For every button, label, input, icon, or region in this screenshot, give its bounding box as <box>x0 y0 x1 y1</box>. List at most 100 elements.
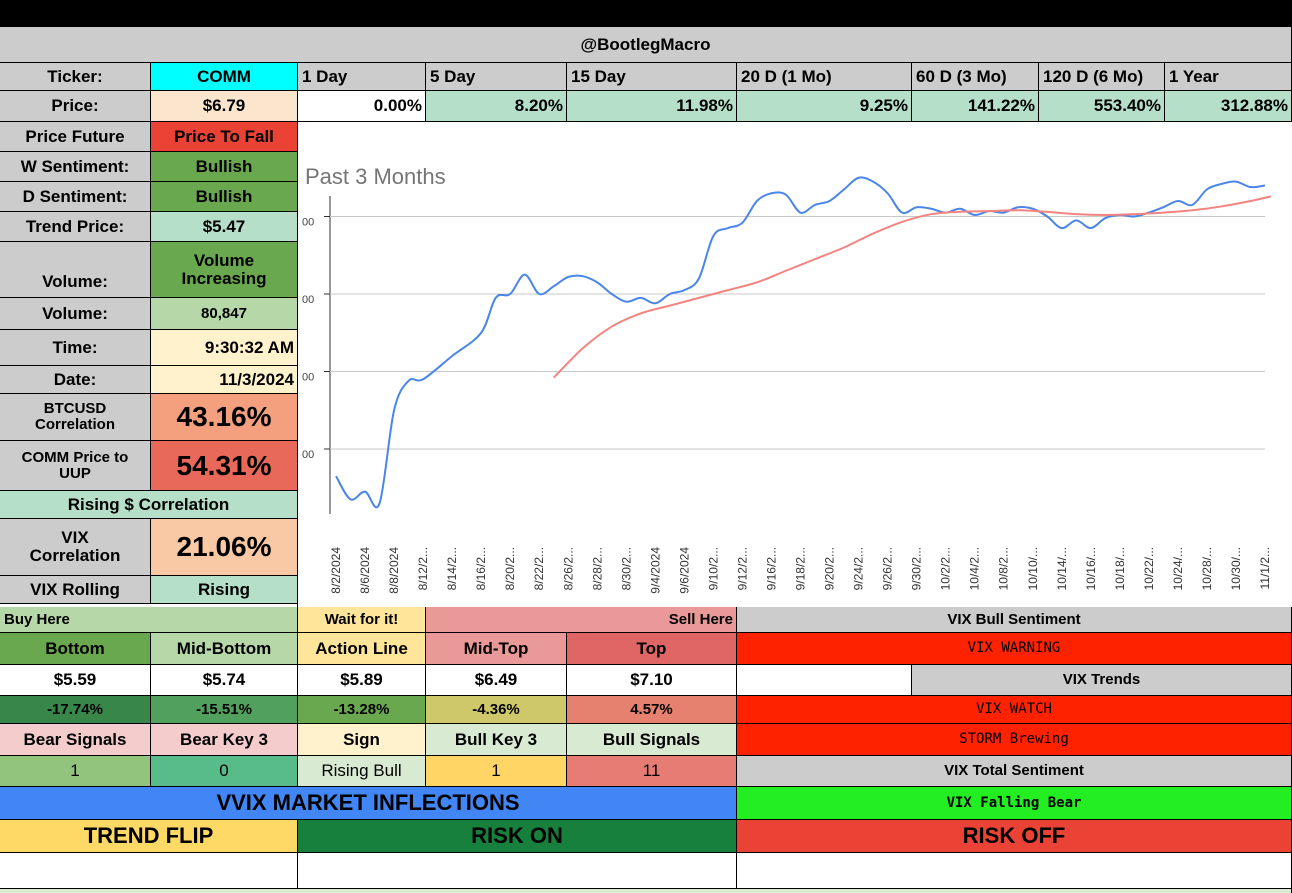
volume-label: Volume: <box>0 242 151 298</box>
chart-x-tick-label: 8/16/2... <box>474 547 488 590</box>
vix-rolling-label: VIX Rolling <box>0 576 151 604</box>
level-bottom-price: $5.59 <box>0 665 151 696</box>
vix-correlation-label: VIX Correlation <box>0 519 151 576</box>
level-mid-top-header: Mid-Top <box>426 633 567 665</box>
chart-x-tick-label: 9/4/2024 <box>648 547 662 594</box>
sign-value: Rising Bull <box>298 756 426 787</box>
level-top-header: Top <box>567 633 737 665</box>
vix-correlation-value: 21.06% <box>151 519 298 576</box>
vix-rolling-value: Rising <box>151 576 298 604</box>
price-future-label: Price Future <box>0 122 151 152</box>
blank-cell <box>0 604 298 607</box>
chart-x-tick-label: 11/1/2... <box>1258 547 1272 589</box>
moving-average-line <box>553 195 1272 379</box>
price-chart-svg: Past 3 Months6.005.004.003.008/2/20248/6… <box>302 164 1272 594</box>
level-action-line-header: Action Line <box>298 633 426 665</box>
vix-warning: VIX WARNING <box>737 633 1292 665</box>
w-sentiment-value: Bullish <box>151 152 298 182</box>
trend-price-value: $5.47 <box>151 212 298 242</box>
bull-key3-header: Bull Key 3 <box>426 724 567 756</box>
chart-x-tick-label: 10/22/... <box>1142 547 1156 590</box>
trend-flip: TREND FLIP <box>0 820 298 853</box>
chart-x-tick-label: 8/6/2024 <box>358 547 372 594</box>
footer-strip <box>0 889 1292 893</box>
chart-x-tick-label: 9/10/2... <box>706 547 720 590</box>
ticker-label: Ticker: <box>0 63 151 91</box>
vvix-inflections: VVIX MARKET INFLECTIONS <box>0 787 737 820</box>
level-bottom-pct: -17.74% <box>0 696 151 724</box>
w-sentiment-label: W Sentiment: <box>0 152 151 182</box>
chart-x-tick-label: 8/2/2024 <box>329 547 343 594</box>
empty-cell-1 <box>0 853 298 889</box>
bear-key3-header: Bear Key 3 <box>151 724 298 756</box>
time-label: Time: <box>0 330 151 366</box>
chart-title: Past 3 Months <box>305 164 446 189</box>
chart-x-tick-label: 9/30/2... <box>910 547 924 590</box>
d-sentiment-value: Bullish <box>151 182 298 212</box>
period-header-15d: 15 Day <box>567 63 737 91</box>
chart-x-tick-label: 9/18/2... <box>794 547 808 590</box>
chart-x-tick-label: 8/12/2... <box>416 547 430 590</box>
period-value-15d: 11.98% <box>567 91 737 122</box>
level-action-line-price: $5.89 <box>298 665 426 696</box>
chart-y-tick-label: 00 <box>302 372 314 384</box>
chart-x-tick-label: 8/28/2... <box>590 547 604 590</box>
chart-x-tick-label: 10/14/... <box>1055 547 1069 590</box>
chart-y-tick-label: 00 <box>302 449 314 461</box>
chart-x-tick-label: 8/14/2... <box>445 547 459 590</box>
chart-x-tick-label: 10/30/... <box>1229 547 1243 590</box>
chart-x-tick-label: 9/20/2... <box>823 547 837 590</box>
vix-trends: VIX Trends <box>912 665 1292 696</box>
level-top-pct: 4.57% <box>567 696 737 724</box>
level-mid-bottom-price: $5.74 <box>151 665 298 696</box>
uup-correlation-value: 54.31% <box>151 441 298 491</box>
chart-x-tick-label: 10/2/2... <box>939 547 953 590</box>
period-header-5d: 5 Day <box>426 63 567 91</box>
chart-x-tick-label: 8/8/2024 <box>387 547 401 594</box>
chart-x-tick-label: 10/10/... <box>1026 547 1040 590</box>
vix-watch: VIX WATCH <box>737 696 1292 724</box>
period-value-1y: 312.88% <box>1165 91 1292 122</box>
bear-signals-value: 1 <box>0 756 151 787</box>
chart-x-tick-label: 10/28/... <box>1200 547 1214 590</box>
rising-correlation: Rising $ Correlation <box>0 491 298 519</box>
chart-x-tick-label: 9/12/2... <box>735 547 749 590</box>
chart-x-tick-label: 8/20/2... <box>503 547 517 590</box>
price-label: Price: <box>0 91 151 122</box>
bull-key3-value: 1 <box>426 756 567 787</box>
level-mid-top-price: $6.49 <box>426 665 567 696</box>
date-label: Date: <box>0 366 151 394</box>
ticker-value[interactable]: COMM <box>151 63 298 91</box>
period-value-1d: 0.00% <box>298 91 426 122</box>
chart-x-tick-label: 8/22/2... <box>532 547 546 590</box>
price-future-value: Price To Fall <box>151 122 298 152</box>
level-action-line-pct: -13.28% <box>298 696 426 724</box>
level-bottom-header: Bottom <box>0 633 151 665</box>
chart-x-tick-label: 10/16/... <box>1084 547 1098 590</box>
period-header-1y: 1 Year <box>1165 63 1292 91</box>
bull-signals-value: 11 <box>567 756 737 787</box>
buy-here-label: Buy Here <box>0 607 298 633</box>
period-header-1d: 1 Day <box>298 63 426 91</box>
chart-x-tick-label: 9/6/2024 <box>677 547 691 594</box>
chart-x-tick-label: 8/30/2... <box>619 547 633 590</box>
chart-x-tick-label: 9/24/2... <box>852 547 866 590</box>
dashboard-sheet: @BootlegMacro Ticker: COMM 1 Day 5 Day 1… <box>0 27 1292 893</box>
level-mid-bottom-pct: -15.51% <box>151 696 298 724</box>
chart-y-tick-label: 00 <box>302 217 314 229</box>
price-chart: Past 3 Months6.005.004.003.008/2/20248/6… <box>298 122 1292 633</box>
period-value-5d: 8.20% <box>426 91 567 122</box>
wait-label: Wait for it! <box>298 607 426 633</box>
chart-x-tick-label: 10/8/2... <box>997 547 1011 590</box>
btc-correlation-value: 43.16% <box>151 394 298 441</box>
sell-here-label: Sell Here <box>426 607 737 633</box>
period-header-120d: 120 D (6 Mo) <box>1039 63 1165 91</box>
date-value: 11/3/2024 <box>151 366 298 394</box>
vix-total-sentiment: VIX Total Sentiment <box>737 756 1292 787</box>
d-sentiment-label: D Sentiment: <box>0 182 151 212</box>
trend-price-label: Trend Price: <box>0 212 151 242</box>
chart-x-tick-label: 9/26/2... <box>881 547 895 590</box>
header-title: @BootlegMacro <box>0 27 1292 63</box>
chart-x-tick-label: 10/18/... <box>1113 547 1127 590</box>
